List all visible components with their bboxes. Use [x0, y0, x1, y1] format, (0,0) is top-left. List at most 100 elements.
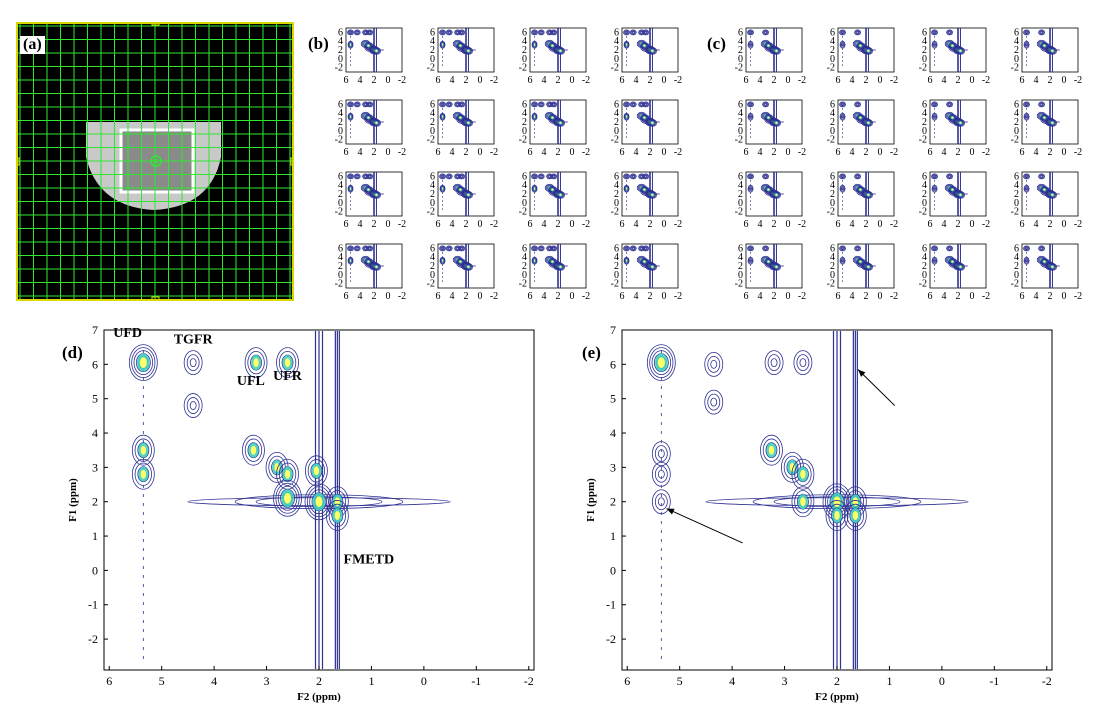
subplot-peak-top-ring [446, 246, 452, 251]
subplot-x-tick: -2 [490, 219, 498, 230]
subplot-peak-top-ring [355, 175, 359, 178]
subplot-peak-core [643, 188, 646, 191]
subplot-peak-ring [765, 114, 772, 121]
subplot-peak-top-ring [355, 31, 359, 34]
subplot-peak-top-ring [644, 247, 648, 250]
subplot-y-tick: 6 [614, 243, 619, 254]
subplot-y-tick: 2 [430, 45, 435, 56]
subplot-peak-ring [771, 47, 781, 55]
subplot-peak-core [559, 193, 562, 196]
subplot-y-tick: 2 [1014, 189, 1019, 200]
subplot-peak-top-ring [538, 30, 544, 35]
subplot-peak-ring [955, 119, 965, 127]
subplot-y-tick: 2 [738, 45, 743, 56]
subplot-x-tick: 4 [1034, 291, 1039, 302]
spectrum-peak-ring [189, 358, 197, 368]
subplot-peak-top-ring [931, 173, 938, 180]
subplot-peak-left-ring [623, 40, 630, 49]
spectrum-peak-ring [328, 503, 347, 528]
subplot-peak-top-ring [355, 247, 359, 250]
subplot-x-tick: 2 [864, 219, 869, 230]
subplot-x-tick: 2 [956, 147, 961, 158]
subplot-peak-ring [364, 258, 373, 266]
subplot-peak-top-ring [458, 101, 466, 108]
subplot-peak-top-ring [764, 31, 767, 34]
subplot-peak-left-ring [840, 41, 845, 48]
subplot-peak-ring [548, 186, 557, 194]
subplot-peak-core [459, 44, 462, 47]
subplot-x-tick: -2 [1074, 291, 1082, 302]
subplot-peak-ring [456, 114, 465, 122]
subplot-y-tick: 2 [614, 261, 619, 272]
subplot-y-tick: 0 [1014, 270, 1019, 281]
subplot-y-tick: 2 [614, 189, 619, 200]
subplot-peak-top-ring [1025, 247, 1028, 250]
subplot-peak-top-ring [948, 31, 952, 34]
subplot-peak-left-core [533, 259, 536, 262]
subplot-y-tick: 0 [738, 270, 743, 281]
subplot-y-tick: -2 [611, 207, 619, 218]
subplot-peak-left-ring [933, 115, 936, 119]
subplot-y-tick: -2 [427, 135, 435, 146]
subplot-peak-ring [549, 42, 556, 49]
subplot-peak-left-ring [749, 43, 752, 47]
subplot-y-tick: 2 [338, 261, 343, 272]
subplot-x-tick: 4 [358, 75, 363, 86]
subplot-peak-ring [641, 42, 648, 49]
x-tick-label: 2 [316, 674, 322, 688]
subplot-peak-ring [549, 114, 556, 121]
subplot-y-tick: 0 [830, 54, 835, 65]
subplot-peak-ring [772, 191, 780, 198]
subplot-peak-left-ring [1024, 185, 1029, 192]
subplot-peak-top-ring [532, 102, 537, 107]
subplot-peak-ring [857, 114, 864, 121]
subplot-peak-top-ring [349, 175, 352, 178]
subplot-x-tick: 2 [772, 147, 777, 158]
subplot-peak-top-ring [643, 246, 649, 251]
x-tick-label: -2 [1042, 674, 1052, 688]
subplot-peak-top-ring [445, 173, 453, 180]
subplot-peak-top-ring [932, 246, 937, 251]
subplot-x-tick: -2 [982, 291, 990, 302]
subplot-y-tick: 4 [922, 180, 927, 191]
subplot-peak-top-ring [531, 173, 538, 180]
subplot-peak-left-core [533, 43, 536, 46]
subplot-y-tick: 2 [830, 45, 835, 56]
subplot-peak-ring [463, 263, 473, 271]
subplot-x-tick: 4 [450, 147, 455, 158]
subplot-y-tick: 6 [614, 99, 619, 110]
subplot-peak-ring [374, 264, 379, 269]
subplot-peak-top-ring [366, 245, 374, 252]
subplot-peak-ring [955, 191, 965, 199]
subplot-x-tick: 6 [928, 147, 933, 158]
subplot-y-tick: 0 [830, 126, 835, 137]
subplot-peak-ring [463, 191, 473, 199]
subplot-peak-ring [864, 191, 872, 198]
subplot-peak-top-ring [642, 173, 650, 180]
subplot-peak-top-ring [839, 29, 846, 36]
spectrum-peak-ring [704, 351, 724, 377]
subplot-peak-top-ring [747, 173, 754, 180]
spectrum-peak-ring [306, 486, 332, 518]
subplot-x-tick: 2 [372, 75, 377, 86]
subplot-peak-ring [555, 47, 565, 55]
subplot-peak-left-core [349, 259, 352, 262]
subplot-peak-ring [366, 43, 371, 48]
spectrum-peak-ring [651, 461, 671, 487]
subplot-y-tick: 0 [922, 270, 927, 281]
subplot-x-tick: 4 [942, 75, 947, 86]
subplot-peak-ring [556, 47, 564, 54]
subplot-peak-left-ring [839, 40, 846, 49]
subplot-x-tick: 2 [864, 75, 869, 86]
subplot-peak-core [767, 44, 770, 47]
subplot-peak-top-ring [539, 247, 543, 250]
subplot-peak-left-ring [532, 185, 537, 192]
subplot-y-tick: -2 [1011, 63, 1019, 74]
subplot-peak-top-ring [763, 102, 768, 107]
subplot-y-tick: 0 [338, 126, 343, 137]
subplot-peak-ring [772, 47, 780, 54]
spectrum-peak-ring [278, 350, 297, 375]
